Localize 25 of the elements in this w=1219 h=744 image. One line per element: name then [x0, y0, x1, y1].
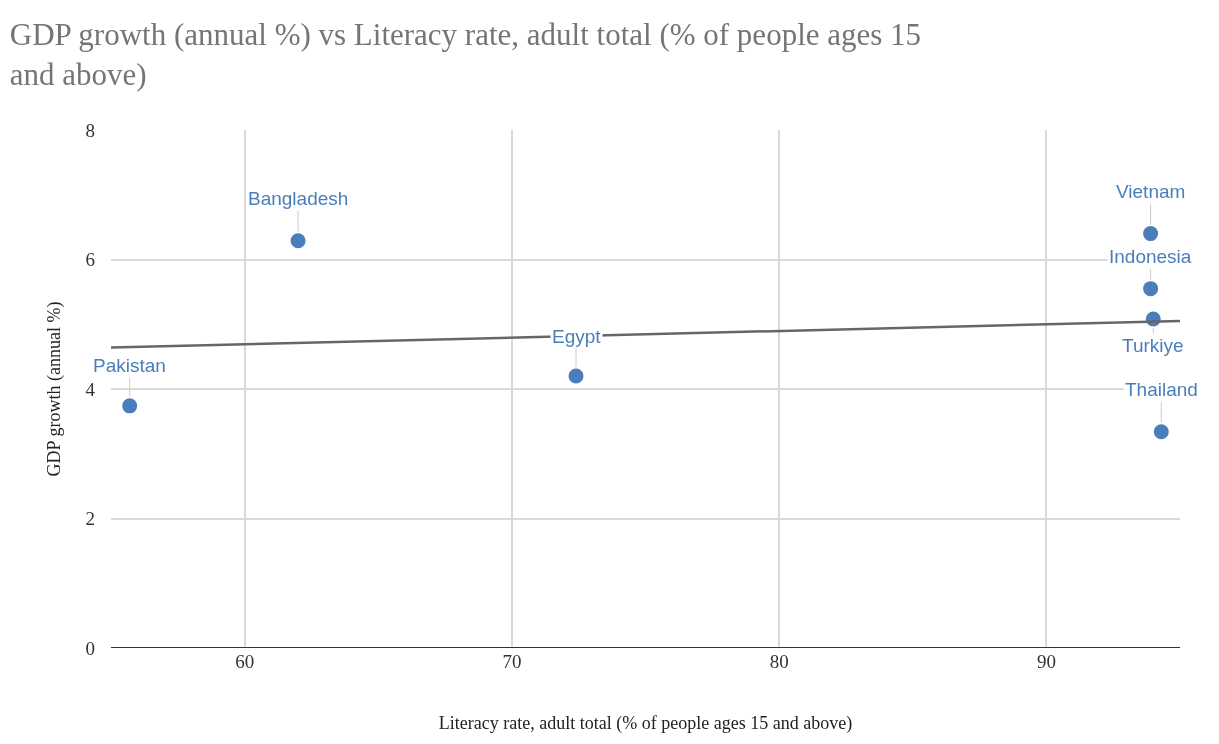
x-tick-label: 80 [769, 651, 789, 672]
annotation: Indonesia [1109, 246, 1192, 267]
y-tick-label: 6 [85, 249, 95, 271]
point [290, 233, 306, 249]
y-axis-title: GDP growth (annual %) [43, 301, 65, 477]
point [1153, 424, 1169, 440]
annotation: Turkiye [1122, 335, 1184, 356]
annotation: Egypt [552, 326, 602, 347]
point [122, 398, 138, 414]
x-axis-title: Literacy rate, adult total (% of people ages 15 and above) [438, 713, 853, 735]
y-tick-label: 2 [85, 508, 95, 530]
chart-title: GDP growth (annual %) vs Literacy rate, adult total (% of people ages 15 and above) [9, 16, 922, 92]
y-tick-label: 8 [85, 119, 95, 141]
point [1143, 226, 1159, 242]
point [568, 368, 584, 384]
y-tick-label: 4 [85, 378, 96, 400]
annotation: Pakistan [93, 355, 166, 376]
annotation: Vietnam [1116, 181, 1186, 202]
annotation: Bangladesh [248, 188, 349, 209]
annotation: Thailand [1125, 379, 1198, 400]
x-tick-label: 90 [1036, 651, 1056, 672]
point [1143, 281, 1159, 297]
x-tick-label: 60 [235, 651, 255, 672]
y-tick-label: 0 [85, 637, 95, 659]
x-tick-label: 70 [502, 651, 522, 672]
